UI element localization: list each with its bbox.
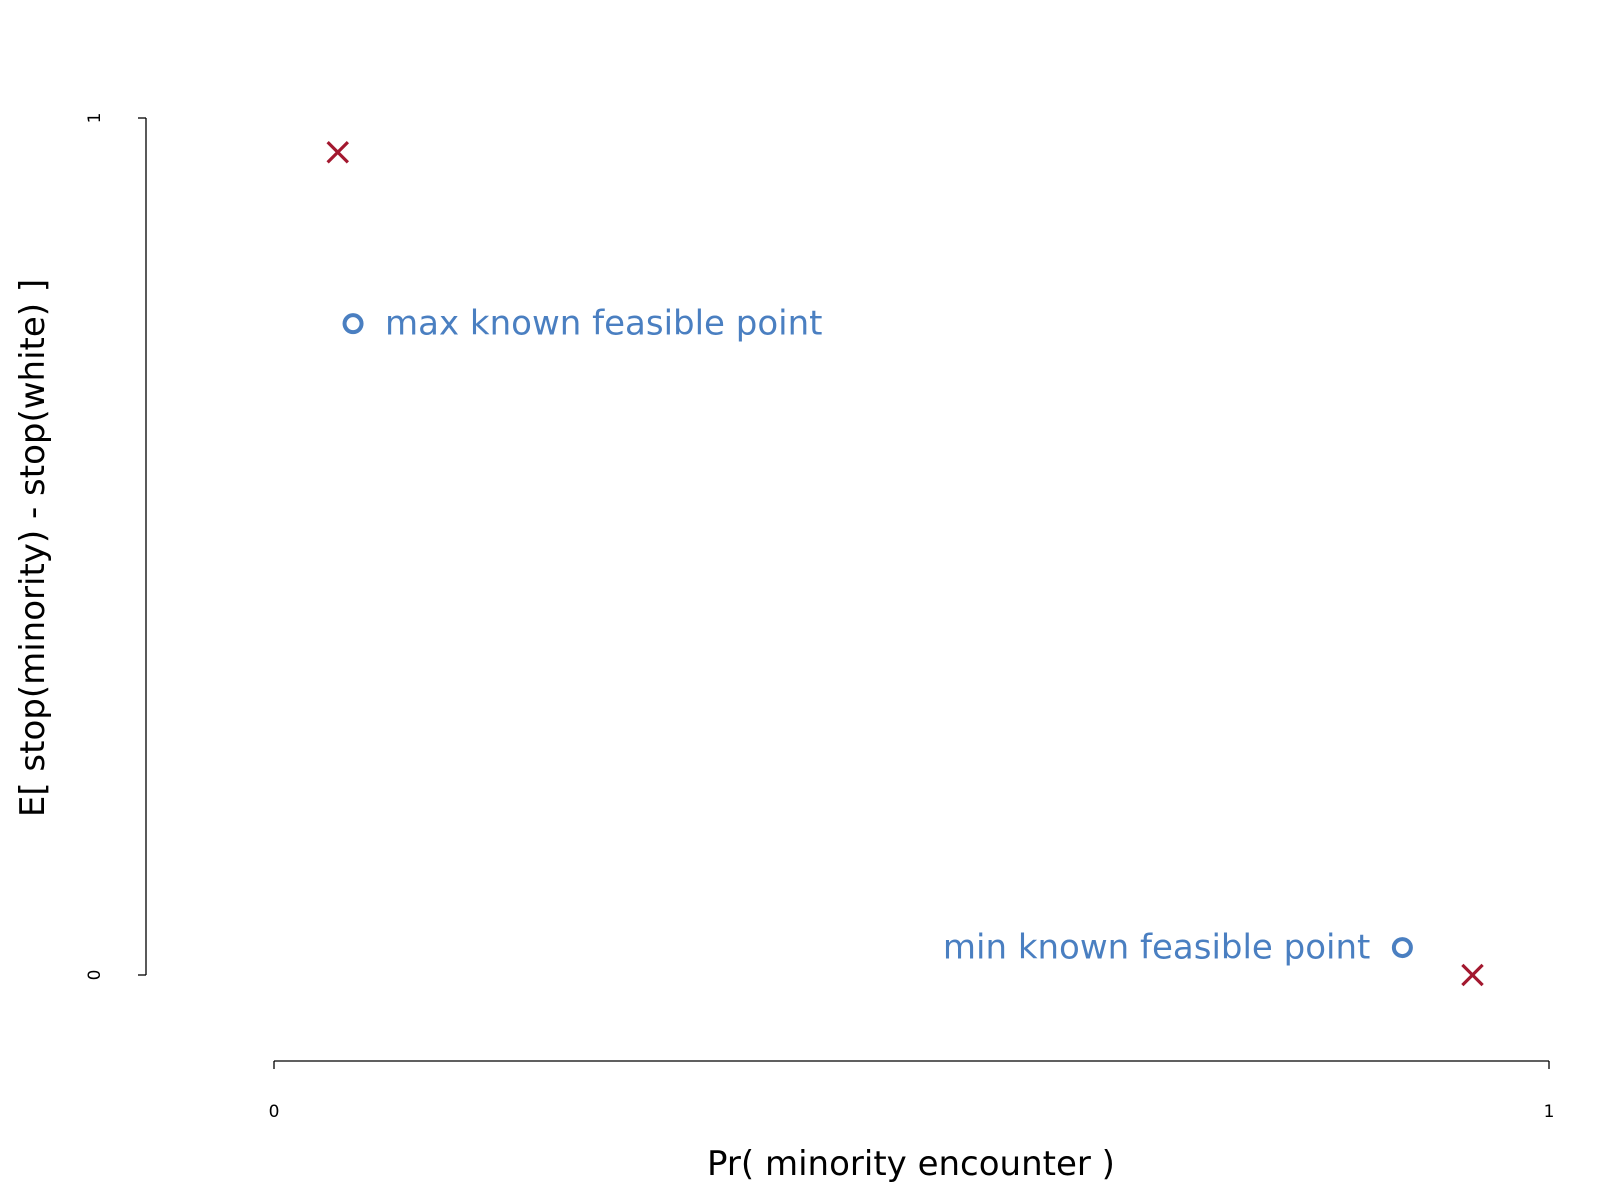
- x-axis: 0 1 Pr( minority encounter ): [269, 1060, 1555, 1184]
- feasible-point-marker: [1391, 937, 1413, 959]
- x-marker-point: [1461, 963, 1484, 987]
- y-tick-label-0: 0: [85, 970, 105, 981]
- y-tick-label-1: 1: [85, 113, 105, 124]
- x-tick-label-0: 0: [269, 1102, 280, 1122]
- x-axis-title: Pr( minority encounter ): [707, 1144, 1115, 1184]
- y-axis: 1 0 E[ stop(minority) - stop(white) ]: [13, 113, 147, 981]
- feasible-point-label: max known feasible point: [385, 304, 822, 344]
- x-marker-point: [326, 141, 350, 164]
- feasible-point-marker: [342, 313, 364, 335]
- y-axis-title: E[ stop(minority) - stop(white) ]: [13, 279, 53, 817]
- feasible-point-label: min known feasible point: [943, 928, 1370, 968]
- plot-area: max known feasible point min known feasib…: [326, 141, 1484, 987]
- x-tick-label-1: 1: [1544, 1102, 1555, 1122]
